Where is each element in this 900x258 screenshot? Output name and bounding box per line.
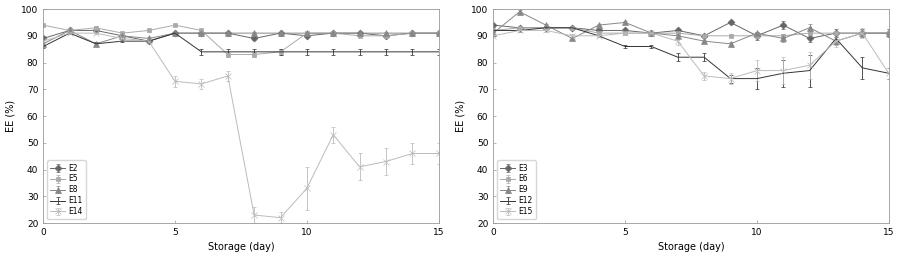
Legend: E3, E6, E9, E12, E15: E3, E6, E9, E12, E15 xyxy=(497,160,536,219)
Y-axis label: EE (%): EE (%) xyxy=(5,100,15,132)
X-axis label: Storage (day): Storage (day) xyxy=(208,243,274,252)
Y-axis label: EE (%): EE (%) xyxy=(455,100,465,132)
X-axis label: Storage (day): Storage (day) xyxy=(658,243,724,252)
Legend: E2, E5, E8, E11, E14: E2, E5, E8, E11, E14 xyxy=(47,160,86,219)
